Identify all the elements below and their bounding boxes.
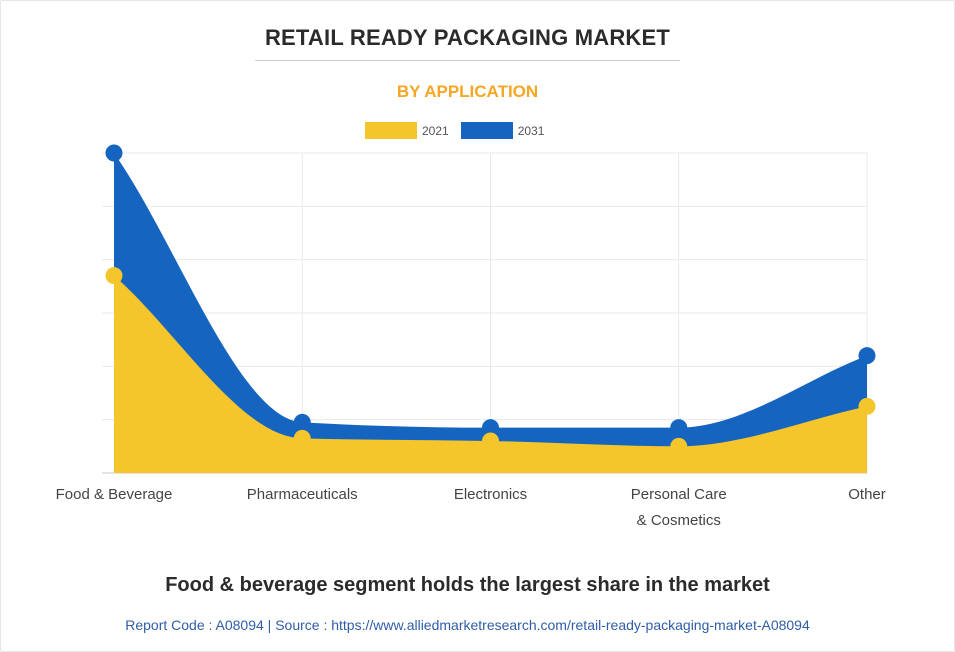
data-point-2031-1[interactable] xyxy=(293,413,311,431)
chart-points xyxy=(105,144,876,455)
x-tick-label-1: Pharmaceuticals xyxy=(247,486,358,503)
legend-item-2021[interactable]: 2021 xyxy=(365,122,449,139)
x-tick-label-2: Electronics xyxy=(454,486,527,503)
legend-swatch-2031 xyxy=(460,122,513,139)
x-tick-label-0: Food & Beverage xyxy=(56,486,173,503)
chart-legend: 2021 2031 xyxy=(365,122,556,139)
chart-areas xyxy=(114,153,867,473)
legend-swatch-2021 xyxy=(365,122,417,139)
data-point-2021-3[interactable] xyxy=(670,437,688,455)
legend-label-2031: 2031 xyxy=(517,123,545,138)
data-point-2021-1[interactable] xyxy=(293,429,311,447)
title-divider xyxy=(255,60,680,61)
data-point-2031-0[interactable] xyxy=(105,144,123,162)
data-point-2031-2[interactable] xyxy=(482,419,499,437)
data-point-2021-4[interactable] xyxy=(858,397,876,415)
footer-headline: Food & beverage segment holds the larges… xyxy=(165,574,770,596)
x-axis-labels: Food & Beverage Pharmaceuticals Electronic… xyxy=(56,486,886,529)
x-tick-label-3: Personal Care & Cosmetics xyxy=(631,486,727,529)
footer-source[interactable]: Report Code : A08094 | Source : https://… xyxy=(125,617,810,633)
data-point-2021-0[interactable] xyxy=(105,267,123,285)
area-series-2021 xyxy=(114,275,867,473)
data-point-2031-4[interactable] xyxy=(858,347,876,365)
data-point-2021-2[interactable] xyxy=(482,432,499,450)
area-chart: Food & Beverage Pharmaceuticals Electronic… xyxy=(56,144,886,529)
data-point-2031-3[interactable] xyxy=(670,419,688,437)
legend-item-2031[interactable]: 2031 xyxy=(460,122,545,139)
chart-subtitle: BY APPLICATION xyxy=(396,82,539,101)
legend-label-2021: 2021 xyxy=(422,123,449,138)
chart-title: RETAIL READY PACKAGING MARKET xyxy=(264,25,671,50)
x-tick-label-4: Other xyxy=(848,486,886,503)
